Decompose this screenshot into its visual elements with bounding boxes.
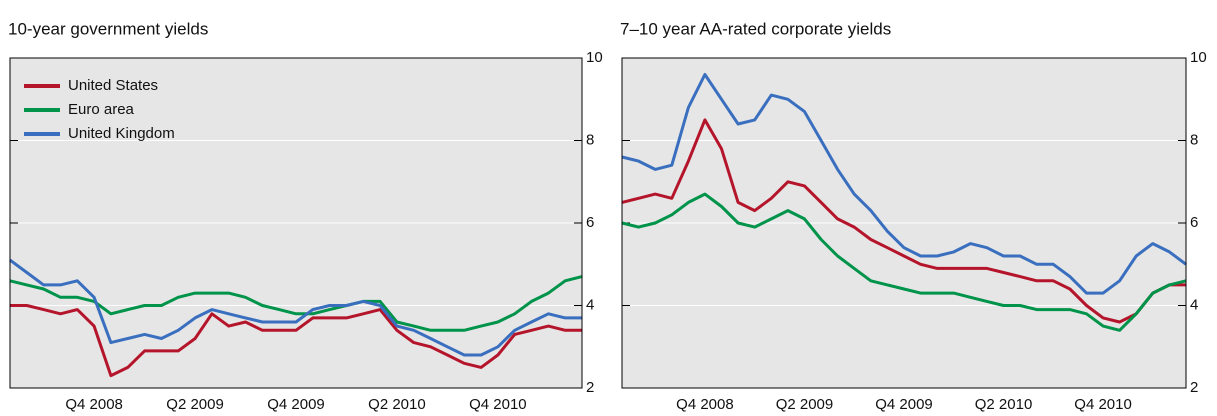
- plot-border: [9, 57, 583, 389]
- x-tick-label: Q4 2010: [1074, 396, 1132, 413]
- y-tick-label: 4: [1190, 296, 1198, 313]
- y-tick-label: 6: [1190, 214, 1198, 231]
- line-series: [621, 192, 1187, 332]
- plot-border: [621, 57, 1187, 389]
- x-tick-label: Q2 2009: [776, 396, 834, 413]
- y-tick-label: 6: [586, 214, 594, 231]
- legend-label: United Kingdom: [68, 125, 175, 142]
- x-tick-label: Q4 2009: [875, 396, 933, 413]
- y-tick-label: 8: [586, 131, 594, 148]
- x-tick-label: Q4 2008: [65, 396, 123, 413]
- y-tick-label: 10: [1190, 49, 1207, 66]
- y-tick-label: 4: [586, 296, 594, 313]
- line-series: [9, 258, 582, 357]
- x-tick-label: Q4 2010: [469, 396, 527, 413]
- line-series: [621, 73, 1187, 295]
- chart-title: 7–10 year AA-rated corporate yields: [620, 19, 891, 38]
- x-tick-label: Q2 2010: [975, 396, 1033, 413]
- x-tick-label: Q4 2009: [267, 396, 325, 413]
- y-tick-label: 10: [586, 49, 603, 66]
- y-tick-label: 2: [586, 379, 594, 396]
- x-tick-label: Q2 2009: [166, 396, 224, 413]
- line-series: [9, 275, 583, 332]
- chart-title: 10-year government yields: [8, 19, 208, 38]
- legend-label: Euro area: [68, 101, 135, 118]
- line-series: [10, 304, 582, 378]
- x-tick-label: Q2 2010: [368, 396, 426, 413]
- line-series: [621, 118, 1186, 324]
- y-tick-label: 8: [1190, 131, 1198, 148]
- y-tick-label: 2: [1190, 379, 1198, 396]
- legend-label: United States: [68, 77, 158, 94]
- x-tick-label: Q4 2008: [676, 396, 734, 413]
